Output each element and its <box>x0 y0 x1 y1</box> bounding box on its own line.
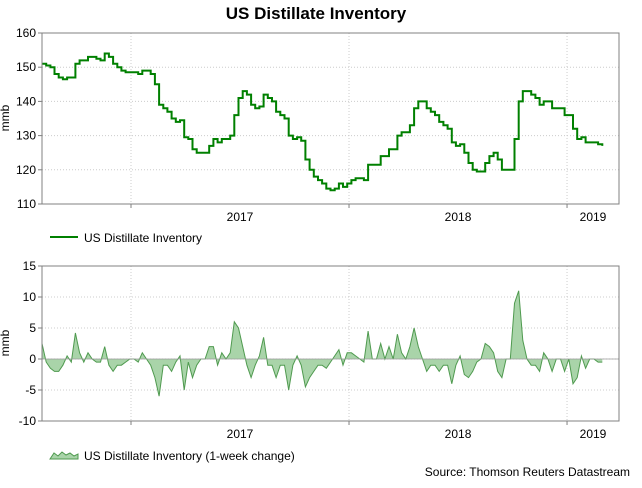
weekly-change-x-tick-label: 2019 <box>580 427 607 441</box>
inventory-y-tick-label: 120 <box>16 163 36 177</box>
weekly-change-y-axis-title: mmb <box>0 329 12 356</box>
inventory-y-tick-label: 110 <box>17 197 36 211</box>
weekly-change-y-tick-label: -10 <box>19 414 37 428</box>
weekly-change-legend: US Distillate Inventory (1-week change) <box>49 449 295 463</box>
inventory-legend: US Distillate Inventory <box>50 231 202 245</box>
weekly-change-panel: 15 10 5 0 -5 -10 2017 2018 2019 mmb US Distilla… <box>0 259 620 463</box>
inventory-y-tick-label: 160 <box>16 26 36 40</box>
inventory-x-ticks: 2017 2018 2019 <box>130 204 607 224</box>
weekly-change-y-tick-label: 5 <box>29 321 36 335</box>
weekly-change-x-ticks: 2017 2018 2019 <box>130 421 607 441</box>
inventory-y-tick-label: 150 <box>16 60 36 74</box>
weekly-change-y-tick-label: -5 <box>25 383 36 397</box>
weekly-change-grid <box>42 266 619 421</box>
source-note: Source: Thomson Reuters Datastream <box>425 465 630 479</box>
inventory-y-tick-label: 130 <box>16 129 36 143</box>
inventory-series <box>42 52 604 192</box>
inventory-grid <box>42 33 619 204</box>
inventory-x-tick-label: 2017 <box>227 210 254 224</box>
inventory-plot-frame <box>41 32 620 205</box>
weekly-change-plot-frame <box>41 265 620 422</box>
weekly-change-y-ticks: 15 10 5 0 -5 -10 <box>19 259 42 428</box>
inventory-panel: 160 150 140 130 120 110 2017 2018 2019 mmb US D… <box>0 26 620 245</box>
weekly-change-x-tick-label: 2018 <box>445 427 472 441</box>
inventory-x-tick-label: 2019 <box>580 210 607 224</box>
inventory-series-line <box>42 52 604 192</box>
weekly-change-y-tick-label: 0 <box>29 352 36 366</box>
weekly-change-series <box>41 290 619 397</box>
inventory-y-ticks: 160 150 140 130 120 110 <box>16 26 42 211</box>
inventory-y-axis-title: mmb <box>0 104 12 131</box>
inventory-legend-label: US Distillate Inventory <box>84 231 202 245</box>
weekly-change-series-area <box>42 290 603 397</box>
inventory-y-tick-label: 140 <box>16 94 36 108</box>
inventory-x-tick-label: 2018 <box>445 210 472 224</box>
weekly-change-legend-swatch <box>49 451 79 460</box>
chart-title: US Distillate Inventory <box>226 4 407 23</box>
weekly-change-y-tick-label: 10 <box>23 290 37 304</box>
weekly-change-y-tick-label: 15 <box>23 259 37 273</box>
weekly-change-x-tick-label: 2017 <box>227 427 254 441</box>
weekly-change-legend-label: US Distillate Inventory (1-week change) <box>84 449 295 463</box>
